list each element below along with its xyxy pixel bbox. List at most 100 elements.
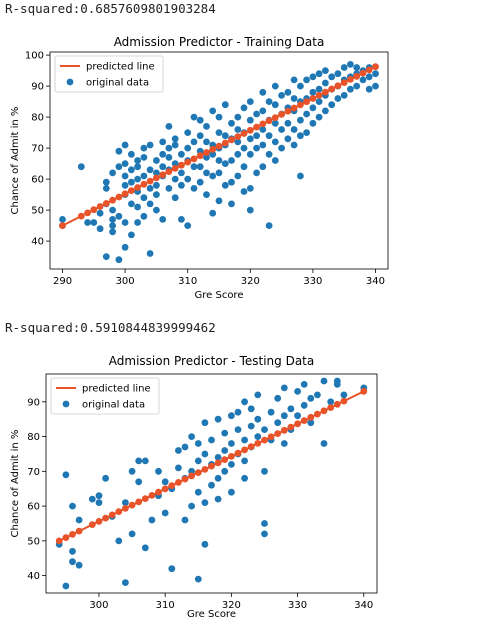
data-point bbox=[294, 388, 301, 395]
prediction-marker bbox=[203, 149, 210, 156]
data-point bbox=[127, 150, 135, 158]
prediction-marker bbox=[115, 193, 123, 201]
data-point bbox=[221, 160, 229, 168]
data-point bbox=[322, 67, 329, 74]
data-point bbox=[109, 216, 116, 223]
train-r-squared-output: R-squared:0.6857609801903284 bbox=[5, 1, 216, 16]
data-point bbox=[178, 216, 185, 223]
prediction-marker bbox=[148, 492, 156, 499]
data-point bbox=[121, 219, 129, 226]
data-point bbox=[240, 144, 248, 152]
data-point bbox=[340, 391, 348, 399]
data-point bbox=[140, 144, 148, 152]
data-point bbox=[140, 154, 148, 161]
data-point bbox=[135, 457, 143, 465]
data-point bbox=[359, 76, 367, 84]
prediction-marker bbox=[328, 85, 336, 93]
prediction-marker bbox=[196, 152, 204, 160]
data-point bbox=[214, 415, 222, 423]
x-tick-label: 320 bbox=[222, 600, 241, 611]
predicted-line-markers bbox=[59, 63, 379, 230]
data-point bbox=[181, 443, 189, 451]
data-point bbox=[221, 447, 229, 454]
data-point bbox=[234, 150, 242, 158]
prediction-marker bbox=[171, 165, 179, 172]
data-point bbox=[327, 398, 335, 406]
data-point bbox=[115, 256, 123, 264]
data-point bbox=[121, 172, 129, 180]
x-tick-label: 290 bbox=[53, 276, 72, 287]
data-point bbox=[194, 457, 202, 465]
data-point bbox=[261, 530, 268, 538]
data-point bbox=[171, 160, 179, 168]
data-point bbox=[228, 461, 235, 468]
data-point bbox=[265, 222, 273, 230]
prediction-marker bbox=[307, 413, 315, 421]
data-point bbox=[271, 101, 279, 109]
data-point bbox=[365, 73, 373, 81]
data-point bbox=[201, 540, 209, 548]
data-point bbox=[184, 144, 192, 152]
prediction-marker bbox=[146, 177, 154, 185]
data-point bbox=[353, 64, 361, 71]
data-point bbox=[96, 209, 104, 217]
legend-point-swatch bbox=[62, 400, 70, 408]
prediction-marker bbox=[359, 69, 367, 77]
data-point bbox=[303, 76, 310, 84]
data-point bbox=[188, 433, 196, 440]
data-point bbox=[297, 172, 304, 180]
data-point bbox=[265, 150, 273, 158]
prediction-marker bbox=[214, 459, 222, 467]
data-point bbox=[141, 457, 149, 465]
data-point bbox=[214, 474, 222, 482]
prediction-marker bbox=[178, 161, 185, 169]
data-point bbox=[240, 188, 248, 195]
data-point bbox=[234, 138, 242, 146]
data-point bbox=[221, 467, 229, 475]
prediction-marker bbox=[208, 462, 215, 470]
testing-chart: Admission Predictor - Testing Data 300 310… bbox=[10, 354, 378, 620]
prediction-marker bbox=[127, 187, 135, 195]
data-point bbox=[140, 172, 148, 180]
data-point bbox=[261, 426, 268, 433]
prediction-marker bbox=[253, 123, 260, 131]
prediction-marker bbox=[294, 420, 301, 428]
data-point bbox=[201, 499, 209, 506]
data-point bbox=[209, 209, 217, 217]
prediction-marker bbox=[234, 133, 242, 140]
scatter-points bbox=[55, 377, 368, 590]
data-point bbox=[309, 104, 317, 112]
data-point bbox=[209, 172, 217, 180]
prediction-marker bbox=[84, 209, 91, 217]
data-point bbox=[203, 154, 210, 161]
prediction-marker bbox=[347, 76, 354, 83]
data-point bbox=[309, 119, 317, 127]
data-point bbox=[309, 73, 317, 81]
data-point bbox=[184, 129, 192, 136]
data-point bbox=[246, 98, 254, 105]
data-point bbox=[228, 178, 235, 186]
prediction-marker bbox=[228, 453, 235, 460]
prediction-marker bbox=[290, 104, 298, 112]
prediction-marker bbox=[274, 430, 282, 437]
data-point bbox=[278, 144, 285, 152]
data-point bbox=[171, 141, 179, 149]
data-point bbox=[228, 440, 235, 447]
data-point bbox=[240, 163, 248, 171]
data-point bbox=[228, 157, 235, 164]
prediction-marker bbox=[90, 206, 98, 214]
data-point bbox=[214, 495, 222, 503]
prediction-marker bbox=[372, 63, 379, 71]
data-point bbox=[241, 474, 249, 482]
data-point bbox=[194, 488, 202, 496]
prediction-marker bbox=[334, 82, 342, 90]
prediction-marker bbox=[267, 433, 275, 441]
data-point bbox=[246, 135, 254, 143]
data-point bbox=[196, 116, 204, 124]
data-point bbox=[215, 157, 223, 164]
data-point bbox=[372, 70, 379, 78]
data-point bbox=[259, 163, 267, 171]
data-point bbox=[334, 70, 342, 78]
prediction-marker bbox=[96, 203, 104, 210]
data-point bbox=[246, 116, 254, 124]
